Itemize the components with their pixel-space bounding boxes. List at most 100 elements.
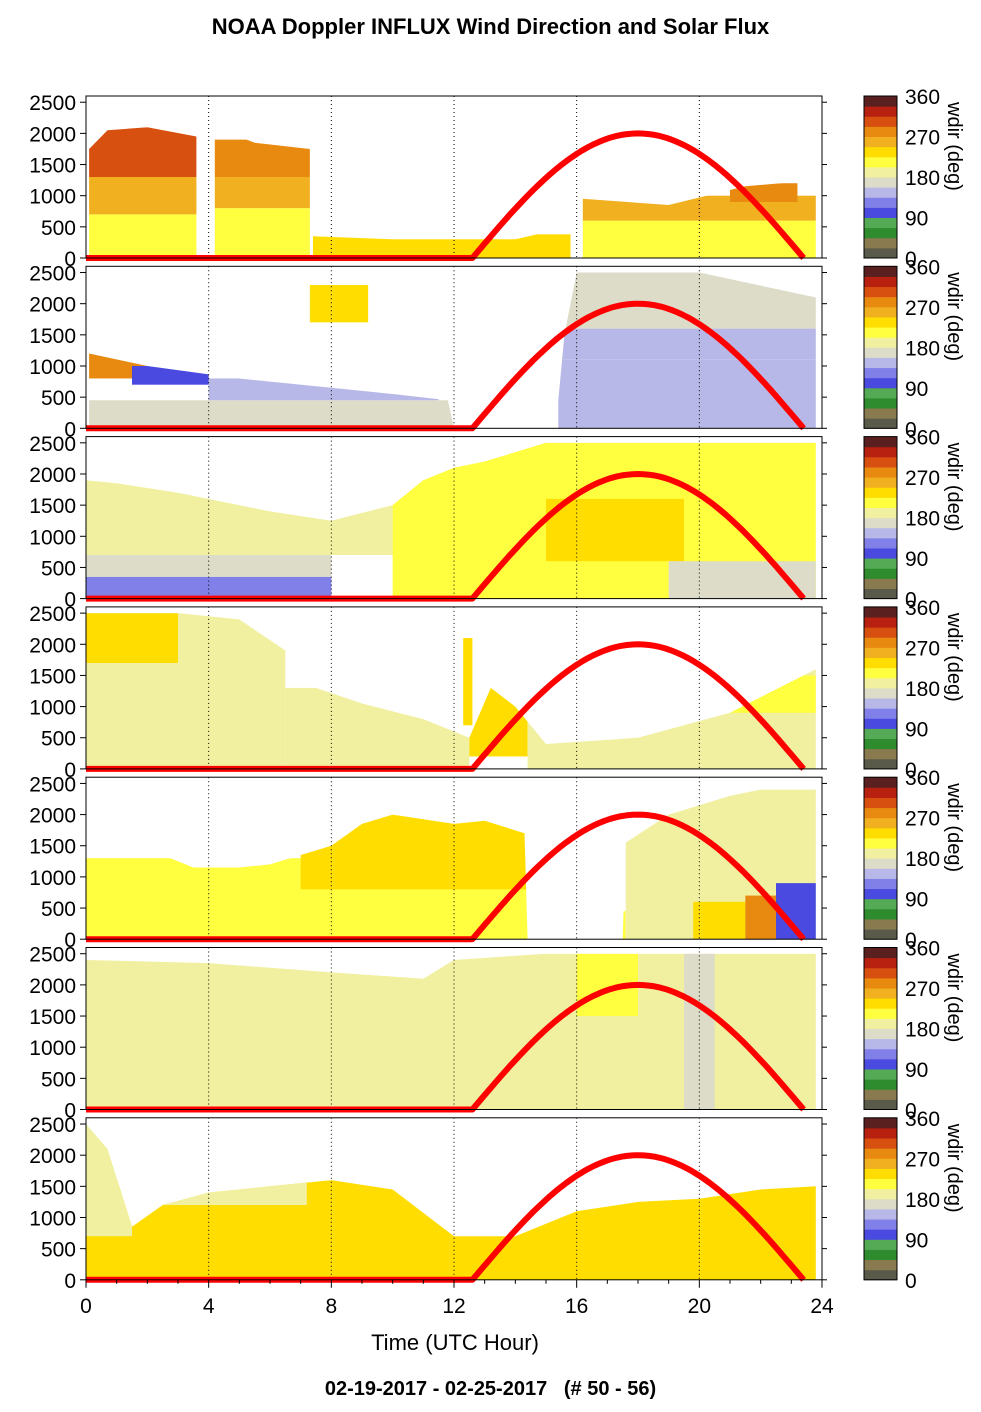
colorbar-swatch: [864, 918, 897, 930]
colorbar-swatch: [864, 187, 897, 198]
colorbar-swatch: [864, 1099, 897, 1110]
colorbar-label: wdir (deg): [943, 953, 965, 1043]
y-tick-label: 1500: [29, 1176, 76, 1199]
y-tick-label: 0: [64, 1270, 76, 1293]
solar-flux-curve: [86, 300, 806, 432]
wind-cell: [86, 959, 454, 1110]
y-tick-label: 500: [41, 1068, 76, 1091]
solar-flux-curve: [86, 1152, 806, 1283]
colorbar-swatch: [864, 858, 897, 869]
wind-cell: [300, 814, 528, 890]
wind-field: [86, 953, 816, 1110]
x-tick-label: 8: [325, 1295, 337, 1318]
colorbar-tick-label: 270: [905, 808, 940, 831]
y-tick-label: 1500: [29, 155, 76, 178]
colorbar-swatch: [864, 126, 897, 137]
y-tick-label: 1000: [29, 186, 76, 209]
colorbar-tick-label: 270: [905, 637, 940, 660]
colorbar-swatch: [864, 1178, 897, 1190]
wind-cell: [208, 378, 439, 401]
wind-cell: [312, 234, 571, 258]
colorbar-swatch: [864, 537, 897, 549]
colorbar-swatch: [864, 588, 897, 600]
colorbar-tick-label: 360: [905, 938, 940, 961]
wind-cell: [558, 328, 816, 360]
colorbar-swatch: [864, 568, 897, 579]
wind-cell: [86, 1180, 816, 1280]
colorbar-swatch: [864, 827, 897, 839]
colorbar-swatch: [864, 1079, 897, 1090]
colorbar-swatch: [864, 977, 897, 989]
colorbar-swatch: [864, 1089, 897, 1100]
colorbar-swatch: [864, 1229, 897, 1240]
colorbar-swatch: [864, 237, 897, 249]
colorbar-swatch: [864, 466, 897, 478]
colorbar-swatch: [864, 1058, 897, 1070]
wind-field: [86, 442, 816, 599]
wind-cell: [214, 139, 310, 177]
solar-flux-curve: [86, 981, 806, 1113]
wind-cell: [86, 1124, 132, 1237]
y-tick-label: 2000: [29, 294, 76, 317]
y-tick-label: 2500: [29, 603, 76, 626]
colorbar-swatch: [864, 497, 897, 508]
panel-frame: [85, 436, 823, 600]
wind-cell: [132, 365, 209, 385]
colorbar-swatch: [864, 758, 897, 770]
y-tick-label: 0: [64, 929, 76, 952]
solar-flux-curve: [86, 641, 806, 772]
wind-cell: [463, 638, 473, 726]
colorbar-swatch: [864, 327, 897, 338]
colorbar-swatch: [864, 1208, 897, 1220]
colorbar-swatch: [864, 797, 897, 809]
colorbar-tick-label: 180: [905, 337, 940, 360]
colorbar-tick-label: 180: [905, 1189, 940, 1212]
colorbar-swatch: [864, 627, 897, 638]
colorbar-tick-label: 360: [905, 1108, 940, 1131]
colorbar-swatch: [864, 266, 897, 277]
colorbar-swatch: [864, 146, 897, 158]
y-tick-label: 500: [41, 557, 76, 580]
y-tick-label: 0: [64, 1100, 76, 1123]
colorbar-tick-label: 360: [905, 86, 940, 109]
wind-field: [86, 789, 816, 940]
wind-cell: [89, 127, 197, 177]
colorbar-swatch: [864, 1259, 897, 1271]
colorbar-swatch: [864, 677, 897, 689]
colorbar-swatch: [864, 286, 897, 298]
footer-date-range: 02-19-2017 - 02-25-2017: [324, 1378, 548, 1400]
colorbar-swatch: [864, 1028, 897, 1040]
colorbar-tick-label: 0: [905, 1270, 917, 1293]
colorbar-tick-label: 0: [905, 929, 917, 952]
colorbar-tick-label: 180: [905, 678, 940, 701]
wind-cell: [527, 911, 626, 940]
y-tick-label: 1000: [29, 867, 76, 890]
y-tick-label: 1000: [29, 356, 76, 379]
y-tick-label: 1000: [29, 526, 76, 549]
wind-field: [89, 127, 816, 258]
y-tick-label: 500: [41, 1239, 76, 1262]
footer-file-range: (# 50 - 56): [563, 1378, 657, 1400]
y-tick-label: 2500: [29, 1114, 76, 1137]
colorbar-frame: [863, 606, 898, 770]
wind-cell: [693, 901, 746, 940]
colorbar-swatch: [864, 1127, 897, 1139]
colorbar-tick-label: 180: [905, 1019, 940, 1042]
colorbar-swatch: [864, 848, 897, 859]
colorbar-swatch: [864, 387, 897, 399]
colorbar-tick-label: 90: [905, 1229, 928, 1252]
wind-cell: [527, 669, 816, 769]
colorbar-swatch: [864, 728, 897, 740]
colorbar-swatch: [864, 606, 897, 618]
wind-field: [86, 1124, 816, 1280]
x-tick-label: 20: [688, 1295, 711, 1318]
wind-cell: [469, 687, 528, 757]
y-tick-label: 1000: [29, 1037, 76, 1060]
wind-cell: [309, 284, 369, 323]
colorbar-swatch: [864, 947, 897, 959]
colorbar-swatch: [864, 837, 897, 849]
